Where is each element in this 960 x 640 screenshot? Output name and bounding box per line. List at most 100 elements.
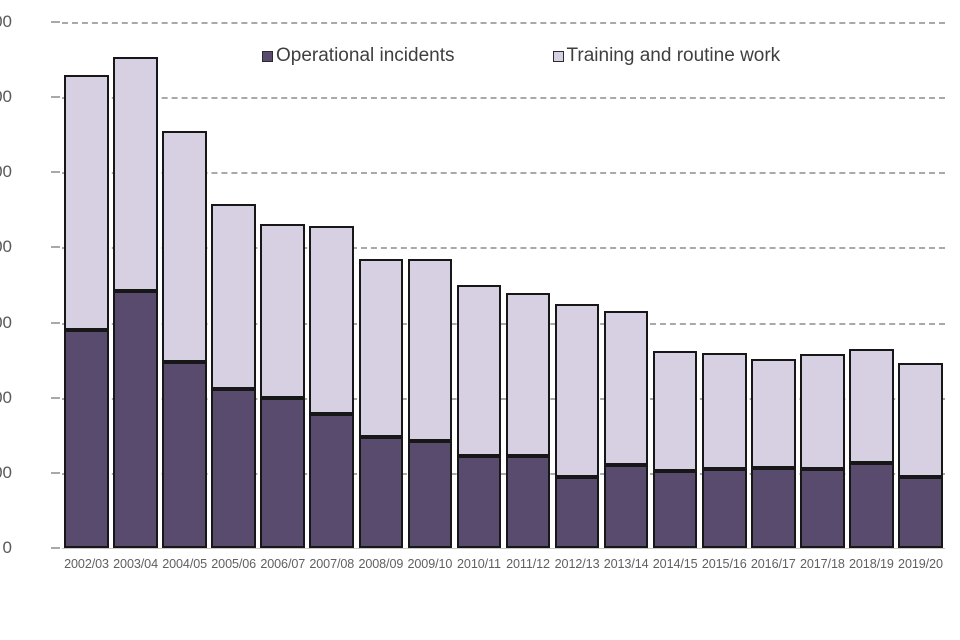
x-axis-tick-label: 2016/17 [750, 557, 796, 571]
bar-group[interactable] [358, 259, 404, 548]
gridline [62, 322, 945, 325]
bar-segment-training-routine-work[interactable] [898, 363, 943, 477]
x-axis-tick-label: 2015/16 [701, 557, 747, 571]
bar-segment-operational-incidents[interactable] [800, 469, 845, 548]
gridline [62, 22, 945, 24]
bar-segment-training-routine-work[interactable] [603, 311, 649, 466]
bar-segment-operational-incidents[interactable] [849, 463, 894, 548]
bar-segment-operational-incidents[interactable] [750, 467, 796, 548]
bar-segment-training-routine-work[interactable] [800, 354, 845, 470]
x-axis-tick-label: 2014/15 [652, 557, 698, 571]
bar-segment-training-routine-work[interactable] [260, 224, 306, 398]
bar-segment-training-routine-work[interactable] [358, 259, 404, 437]
y-axis-tick-mark [51, 171, 60, 174]
bar-segment-training-routine-work[interactable] [309, 226, 355, 414]
y-axis-tick-label: 5,000 [0, 162, 12, 182]
y-axis-tick-label: 0 [2, 538, 12, 557]
y-axis-tick-label: 3,000 [0, 312, 12, 332]
bar-segment-training-routine-work[interactable] [113, 57, 158, 292]
bar-group[interactable] [211, 203, 256, 548]
gridline [62, 97, 945, 100]
legend-item-training-routine-work: Training and routine work [552, 45, 780, 67]
bar-group[interactable] [652, 351, 698, 548]
bar-segment-operational-incidents[interactable] [162, 362, 207, 548]
bar-segment-operational-incidents[interactable] [603, 465, 649, 548]
gridline [62, 172, 945, 175]
bar-segment-operational-incidents[interactable] [456, 455, 502, 548]
gridline [62, 397, 945, 400]
x-axis-tick-label: 2002/03 [64, 557, 109, 571]
bar-segment-operational-incidents[interactable] [309, 413, 355, 548]
bar-group[interactable] [898, 363, 943, 548]
y-axis-tick-label: 4,000 [0, 237, 12, 257]
legend-swatch-operational-icon [262, 50, 273, 62]
bar-group[interactable] [407, 258, 453, 548]
x-axis-tick-label: 2005/06 [211, 557, 257, 571]
bar-segment-training-routine-work[interactable] [701, 352, 747, 470]
bar-segment-operational-incidents[interactable] [113, 291, 158, 548]
gridline [62, 472, 945, 475]
bar-group[interactable] [800, 354, 845, 548]
bar-segment-operational-incidents[interactable] [505, 456, 551, 548]
chart-legend: Operational incidents Training and routi… [262, 45, 780, 67]
bar-segment-training-routine-work[interactable] [456, 285, 502, 456]
x-axis-tick-label: 2019/20 [898, 557, 943, 571]
bar-group[interactable] [113, 57, 158, 548]
y-axis-tick-label: 6,000 [0, 87, 12, 107]
bar-segment-training-routine-work[interactable] [505, 292, 551, 457]
x-axis-tick-label: 2009/10 [407, 557, 453, 571]
bar-segment-training-routine-work[interactable] [652, 351, 698, 471]
x-axis-tick-label: 2007/08 [309, 557, 355, 571]
bar-segment-operational-incidents[interactable] [211, 389, 256, 548]
gridline [62, 247, 945, 250]
x-axis-tick-label: 2004/05 [162, 557, 208, 571]
x-axis-tick-label: 2010/11 [457, 557, 501, 571]
bar-segment-operational-incidents[interactable] [64, 330, 109, 548]
bar-segment-operational-incidents[interactable] [358, 436, 404, 548]
bar-group[interactable] [309, 226, 355, 548]
bar-segment-training-routine-work[interactable] [162, 130, 207, 363]
bar-segment-operational-incidents[interactable] [701, 469, 747, 548]
bar-segment-operational-incidents[interactable] [260, 397, 306, 548]
plot-area [62, 22, 945, 549]
y-axis-tick-mark [51, 246, 60, 249]
bar-group[interactable] [162, 130, 207, 548]
legend-label-operational: Operational incidents [276, 45, 455, 66]
y-axis-tick-label: 2,000 [0, 387, 12, 407]
bar-segment-operational-incidents[interactable] [554, 476, 600, 548]
y-axis-tick-mark [51, 21, 60, 23]
bar-group[interactable] [456, 285, 502, 548]
bar-group[interactable] [260, 224, 306, 548]
x-axis-tick-label: 2003/04 [113, 557, 158, 571]
x-axis-tick-label: 2008/09 [358, 557, 404, 571]
bar-group[interactable] [750, 358, 796, 548]
y-axis-tick-mark [51, 96, 60, 99]
y-axis-tick-label: 7,000 [0, 12, 12, 31]
bar-group[interactable] [603, 311, 649, 548]
bar-segment-training-routine-work[interactable] [64, 74, 109, 331]
x-axis-line [62, 548, 945, 549]
bar-segment-training-routine-work[interactable] [554, 303, 600, 477]
bar-segment-training-routine-work[interactable] [750, 358, 796, 468]
x-axis-tick-label: 2012/13 [554, 557, 600, 571]
bar-segment-training-routine-work[interactable] [407, 258, 453, 441]
bar-segment-training-routine-work[interactable] [849, 348, 894, 464]
y-axis-tick-mark [51, 547, 60, 549]
bar-group[interactable] [64, 74, 109, 548]
x-axis-tick-label: 2013/14 [603, 557, 649, 571]
x-axis-tick-label: 2006/07 [260, 557, 306, 571]
y-axis-tick-mark [51, 321, 60, 324]
bar-group[interactable] [849, 348, 894, 548]
bar-group[interactable] [701, 352, 747, 548]
bar-segment-operational-incidents[interactable] [652, 470, 698, 548]
bar-segment-training-routine-work[interactable] [211, 203, 256, 390]
bar-segment-operational-incidents[interactable] [898, 476, 943, 548]
legend-swatch-training-icon [552, 50, 564, 62]
bar-group[interactable] [554, 303, 600, 548]
x-axis-tick-label: 2018/19 [848, 557, 894, 571]
bar-segment-operational-incidents[interactable] [407, 440, 453, 548]
legend-item-operational-incidents: Operational incidents [262, 45, 455, 67]
x-axis-tick-label: 2017/18 [799, 557, 845, 571]
bar-group[interactable] [505, 292, 551, 548]
